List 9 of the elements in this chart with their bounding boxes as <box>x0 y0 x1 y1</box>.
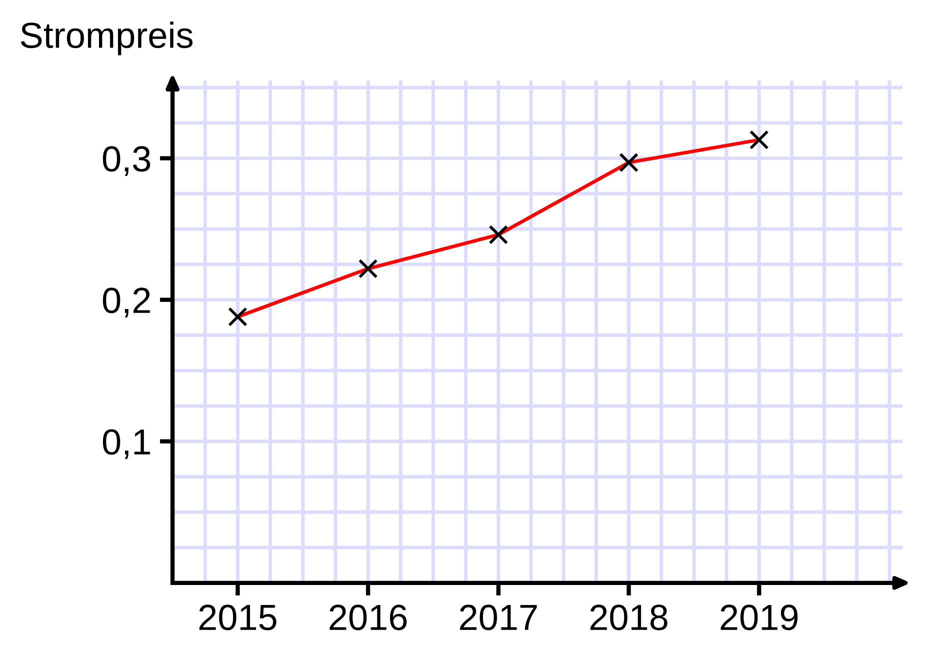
x-tick-label: 2018 <box>590 604 668 630</box>
x-tick-label: 2015 <box>199 604 276 630</box>
x-tick-label: 2016 <box>330 604 407 630</box>
y-tick-label: 0,2 <box>102 288 150 318</box>
y-tick-label: 0,3 <box>102 146 150 176</box>
x-tick-label: 2019 <box>720 604 798 630</box>
y-axis-title: Strompreis <box>20 22 193 56</box>
x-tick-label: 2017 <box>460 604 537 630</box>
y-tick-label: 0,1 <box>102 429 150 460</box>
